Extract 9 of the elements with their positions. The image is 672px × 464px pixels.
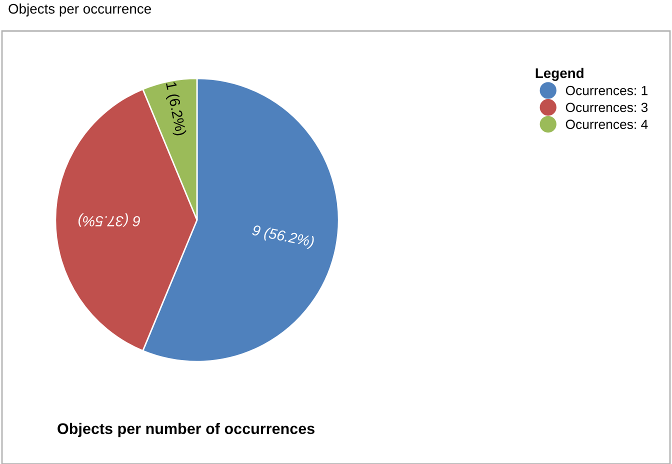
text: Objects per occurrence — [8, 4, 151, 16]
legend-title: Legend — [536, 68, 584, 81]
text: Objects per number of occurrences — [58, 422, 314, 438]
legend-label: Ocurrences: 1 — [566, 86, 648, 96]
data-label: 9 (56.2%) — [251, 224, 315, 250]
legend-label: Ocurrences: 4 — [566, 120, 648, 130]
data-label: 6 (37.5%) — [78, 213, 140, 227]
legend-label: Ocurrences: 3 — [566, 102, 648, 112]
data-label: 1 (6.2%) — [163, 82, 187, 136]
